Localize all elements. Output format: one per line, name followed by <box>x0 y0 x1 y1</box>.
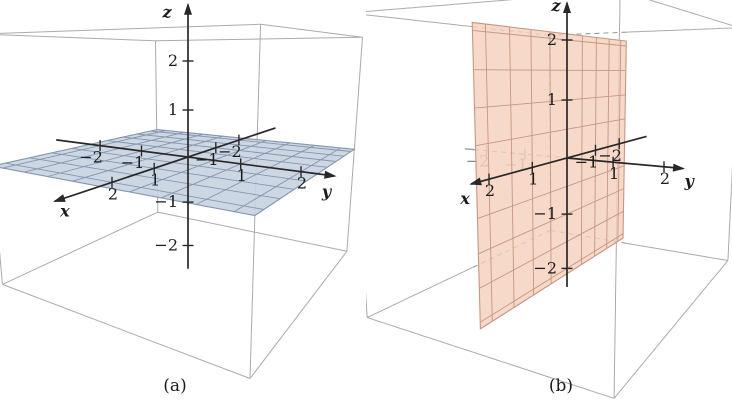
xz-plane-surface <box>471 21 627 330</box>
tick-label: −2 <box>598 146 622 165</box>
x-axis-arrow-icon <box>469 177 482 186</box>
axis-label-x: x <box>59 201 70 220</box>
axis-label-y: y <box>321 182 333 201</box>
tick-label: 2 <box>297 174 307 193</box>
tick-label: 2 <box>485 181 495 200</box>
axes <box>469 1 685 287</box>
axis-label-z: z <box>161 3 172 22</box>
z-axis-arrow-icon <box>184 2 192 15</box>
caption-b: (b) <box>548 376 574 396</box>
axis-label-y: y <box>683 172 695 191</box>
tick-label: 2 <box>660 169 670 188</box>
tick-label: 2 <box>547 30 557 49</box>
tick-label: 1 <box>237 166 247 185</box>
panel-a: −2 −1 1 2 −2 −1 1 2 −2 −1 1 2 x y z <box>0 2 363 379</box>
tick-marks <box>99 60 302 247</box>
plane-surface-group <box>0 129 356 217</box>
tick-label: −2 <box>154 236 178 255</box>
caption-a: (a) <box>163 376 187 396</box>
y-axis <box>56 139 335 177</box>
axis-labels: x y z <box>59 3 333 221</box>
tick-label: 2 <box>168 51 178 70</box>
tick-label: 1 <box>547 90 557 109</box>
tick-label: −2 <box>79 148 103 167</box>
y-axis-arrow-icon <box>672 163 685 172</box>
tick-label: 1 <box>609 164 619 183</box>
tick-label: −1 <box>121 153 145 172</box>
tick-label: 2 <box>108 184 118 203</box>
tick-label: −1 <box>575 152 599 171</box>
axis-label-x: x <box>459 189 470 208</box>
z-axis-arrow-icon <box>563 1 571 13</box>
x-axis-arrow-icon <box>53 194 66 202</box>
tick-label: −1 <box>195 150 219 169</box>
tick-label: −1 <box>533 204 557 223</box>
tick-label: 1 <box>150 170 160 189</box>
tick-label: −2 <box>533 258 557 277</box>
tick-label: −1 <box>154 192 178 211</box>
tick-label: 1 <box>528 169 538 188</box>
plane-surface-group <box>471 21 627 330</box>
axis-label-z: z <box>550 0 561 15</box>
x-axis <box>470 135 647 185</box>
tick-labels: −2−112−2 −11 2−2−112 <box>79 51 307 255</box>
tick-label: 1 <box>168 100 178 119</box>
tick-marks <box>488 39 665 270</box>
axis-labels: x y z <box>459 0 695 208</box>
tick-label: −2 <box>218 142 242 161</box>
y-axis-arrow-icon <box>324 170 337 179</box>
